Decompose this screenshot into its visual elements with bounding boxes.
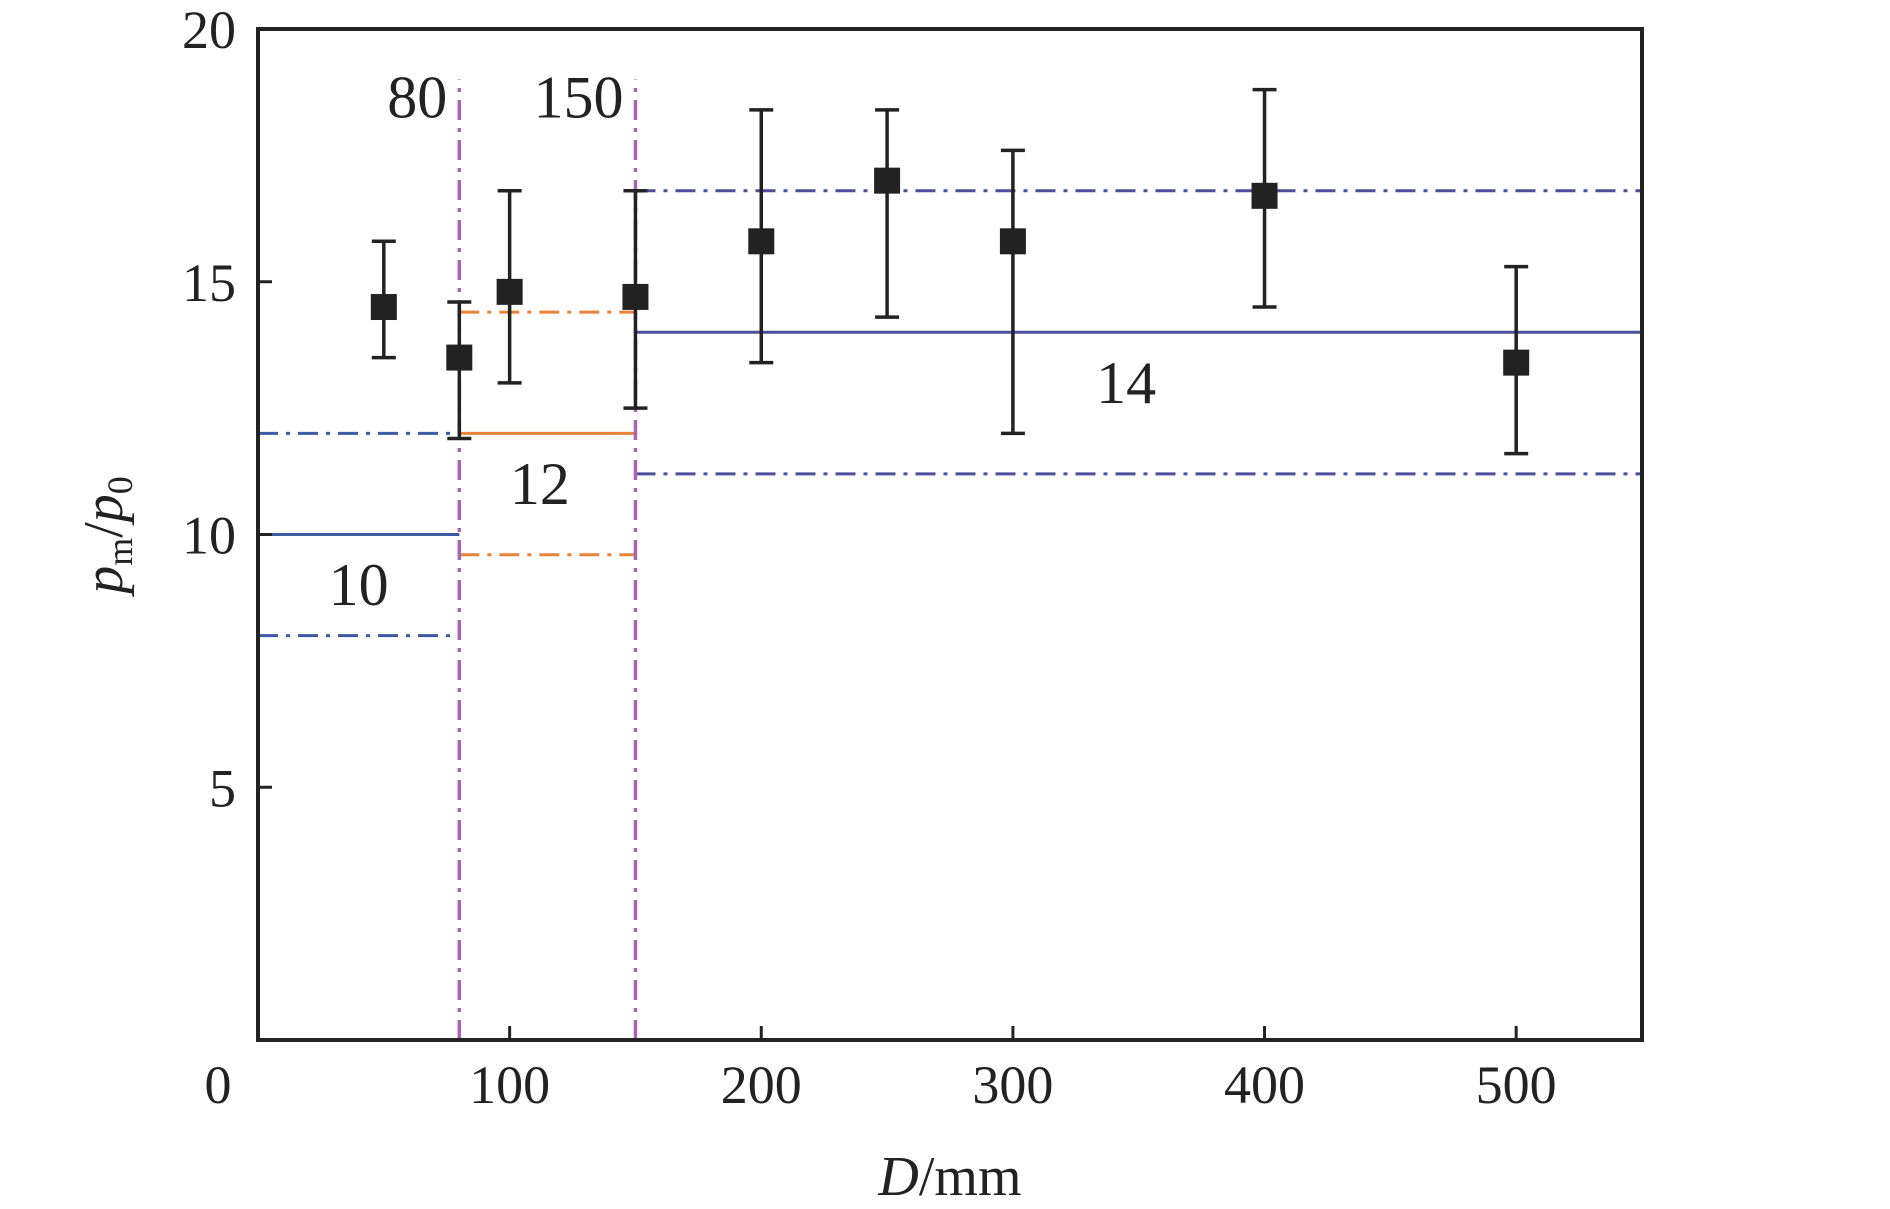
marker-square-6	[999, 228, 1026, 255]
data-point-7	[1251, 87, 1278, 309]
x-axis-title-unit: /mm	[919, 1146, 1022, 1208]
y-axis-title-num: p	[73, 566, 135, 598]
level-label-2: 14	[1096, 350, 1156, 416]
x-tick-label-4: 400	[1224, 1055, 1305, 1115]
marker-square-1	[446, 344, 473, 371]
x-tick-label-0: 0	[205, 1055, 232, 1115]
marker-square-8	[1503, 349, 1530, 376]
marker-square-5	[874, 167, 901, 194]
data-point-0	[370, 239, 397, 360]
data-point-1	[446, 300, 473, 441]
data-point-8	[1503, 264, 1530, 456]
x-axis-title-var: D	[877, 1146, 918, 1208]
marker-square-2	[496, 278, 523, 305]
y-tick-label-0: 5	[209, 758, 236, 818]
x-tick-label-3: 300	[972, 1055, 1053, 1115]
data-point-2	[496, 189, 523, 385]
y-tick-label-3: 20	[182, 0, 236, 60]
data-point-3	[622, 189, 649, 410]
y-axis-title-sep: /	[73, 522, 135, 538]
marker-square-4	[748, 228, 775, 255]
level-label-1: 12	[510, 451, 570, 517]
marker-square-0	[370, 294, 397, 321]
x-tick-label-5: 500	[1476, 1055, 1557, 1115]
plot-frame	[256, 27, 1644, 1042]
level-label-0: 10	[329, 552, 389, 618]
marker-square-3	[622, 283, 649, 310]
y-tick-label-1: 10	[182, 506, 236, 566]
y-axis-title-num-sub: m	[100, 538, 140, 566]
boundary-label-0: 80	[387, 65, 447, 131]
marker-square-7	[1251, 182, 1278, 209]
data-point-4	[748, 108, 775, 365]
data-point-6	[999, 148, 1026, 436]
y-axis-title-den: p	[73, 494, 135, 526]
data-point-5	[874, 108, 901, 319]
boundary-label-1: 150	[533, 65, 623, 131]
y-axis-title: pm/p0	[73, 476, 140, 598]
level-lines-layer	[258, 189, 1642, 638]
boundary-lines-layer	[457, 79, 638, 1040]
x-tick-label-2: 200	[721, 1055, 802, 1115]
y-axis-title-den-sub: 0	[100, 476, 140, 494]
axes-layer: 0 100 200 300 400 500 5 10 15 20	[182, 0, 1644, 1115]
x-tick-label-1: 100	[469, 1055, 550, 1115]
data-points-layer	[370, 87, 1530, 456]
y-tick-label-2: 15	[182, 253, 236, 313]
x-axis-title: D/mm	[877, 1146, 1021, 1208]
